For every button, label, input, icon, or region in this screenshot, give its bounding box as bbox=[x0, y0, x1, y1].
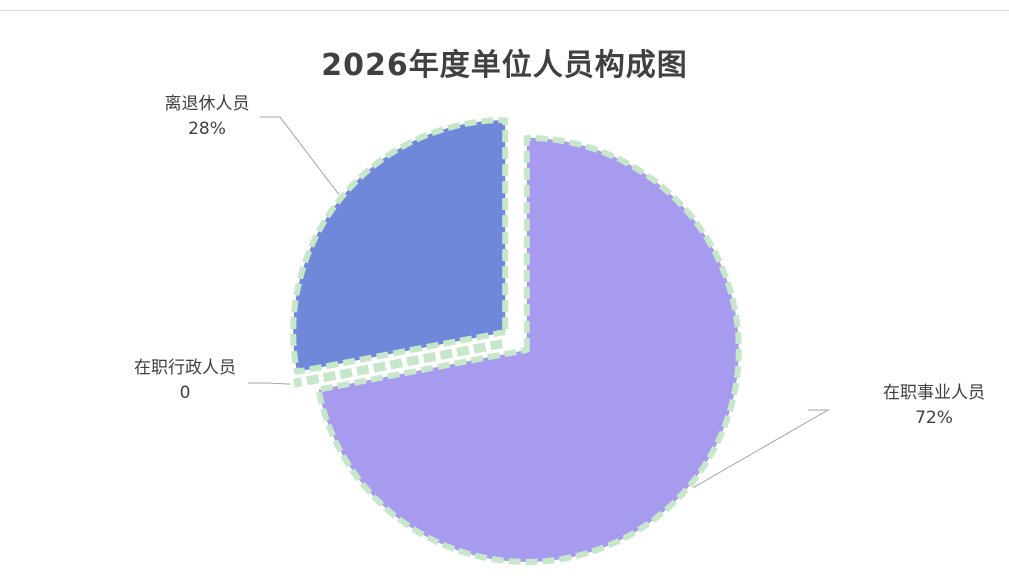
label-name-在职行政人员: 在职行政人员 bbox=[134, 358, 236, 378]
leader-line-在职行政人员 bbox=[248, 382, 291, 385]
pie-slice-在职事业人员 bbox=[315, 134, 742, 565]
leader-line-在职事业人员 bbox=[692, 409, 830, 489]
label-name-在职事业人员: 在职事业人员 bbox=[883, 383, 985, 403]
label-value-在职行政人员: 0 bbox=[180, 383, 191, 403]
pie-slice-在职行政人员 bbox=[293, 339, 504, 388]
label-value-离退休人员: 28% bbox=[188, 119, 226, 139]
label-leader-lines bbox=[248, 116, 830, 489]
chart-title: 2026年度单位人员构成图 bbox=[321, 48, 688, 83]
top-divider bbox=[0, 10, 1009, 11]
leader-line-离退休人员 bbox=[260, 116, 340, 195]
label-name-离退休人员: 离退休人员 bbox=[165, 94, 250, 114]
pie-slices bbox=[290, 117, 742, 565]
pie-slice-离退休人员 bbox=[290, 117, 509, 375]
label-value-在职事业人员: 72% bbox=[915, 408, 953, 428]
